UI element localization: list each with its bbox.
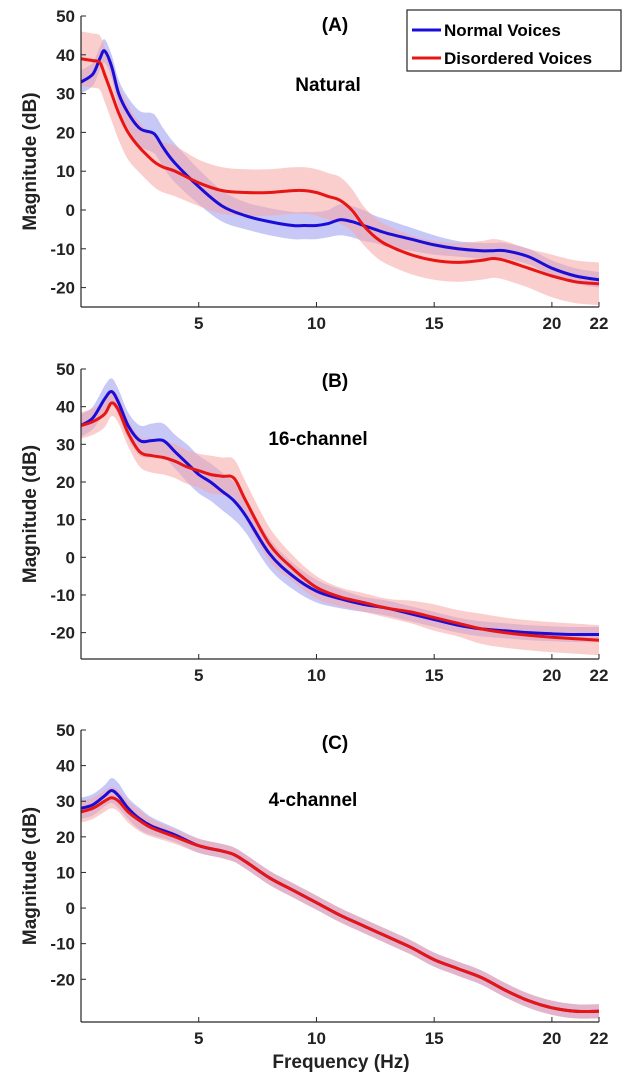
disordered-voices-line (81, 401, 599, 642)
x-tick-label: 10 (307, 314, 326, 333)
x-tick-label: 20 (542, 666, 561, 685)
legend-label: Disordered Voices (444, 49, 592, 68)
y-tick-label: 50 (56, 721, 75, 740)
x-tick-label: 5 (194, 314, 203, 333)
legend: Normal Voices Disordered Voices (406, 9, 622, 72)
y-tick-label: 20 (56, 473, 75, 492)
x-tick-label: 20 (542, 1029, 561, 1048)
panel-label: (A) (322, 15, 348, 36)
panel-label: (C) (322, 733, 348, 754)
x-tick-label: 22 (590, 666, 609, 685)
legend-label: Normal Voices (444, 21, 561, 40)
x-tick-label: 15 (425, 314, 444, 333)
x-tick-label: 5 (194, 666, 203, 685)
panel-a: -20 -10 0 10 20 30 40 50 5 10 15 20 22 Magnitude (dB)… (20, 7, 608, 333)
y-tick-label: -10 (50, 240, 75, 259)
y-tick-label: 40 (56, 46, 75, 65)
y-tick-label: 50 (56, 7, 75, 26)
x-tick-label: 5 (194, 1029, 203, 1048)
plot-area (81, 778, 599, 1019)
panel-subtitle: Natural (295, 75, 360, 96)
x-tick-label: 20 (542, 314, 561, 333)
x-tick-label: 22 (590, 1029, 609, 1048)
y-tick-label: 30 (56, 435, 75, 454)
y-tick-label: -20 (50, 624, 75, 643)
panel-c: -20 -10 0 10 20 30 40 50 5 10 15 20 22 Magnitude (dB)… (20, 721, 608, 1048)
y-tick-label: 20 (56, 828, 75, 847)
panel-subtitle: 16-channel (268, 429, 367, 450)
disordered-voices-band (81, 389, 599, 656)
x-axis-title: Frequency (Hz) (272, 1052, 409, 1073)
disordered-voices-band (81, 787, 599, 1019)
disordered-voices-band (81, 31, 599, 306)
y-tick-label: 10 (56, 863, 75, 882)
disordered-voices-line (81, 57, 599, 286)
y-tick-label: 40 (56, 757, 75, 776)
legend-box (406, 9, 622, 72)
y-tick-label: 10 (56, 162, 75, 181)
plot-area (81, 378, 599, 656)
y-tick-label: 30 (56, 792, 75, 811)
normal-voices-band (81, 778, 599, 1019)
y-tick-label: 10 (56, 511, 75, 530)
y-tick-label: 0 (66, 548, 75, 567)
disordered-voices-line (81, 796, 599, 1014)
y-tick-label: -20 (50, 279, 75, 298)
y-axis-title: Magnitude (dB) (20, 445, 41, 583)
y-tick-label: 20 (56, 123, 75, 142)
y-tick-label: 50 (56, 360, 75, 379)
x-tick-label: 15 (425, 1029, 444, 1048)
panel-label: (B) (322, 371, 348, 392)
x-tick-label: 10 (307, 1029, 326, 1048)
y-tick-label: 0 (66, 899, 75, 918)
panel-subtitle: 4-channel (269, 790, 358, 811)
y-tick-label: 0 (66, 201, 75, 220)
panel-b: -20 -10 0 10 20 30 40 50 5 10 15 20 22 Magnitude (dB)… (20, 360, 608, 685)
y-axis-title: Magnitude (dB) (20, 807, 41, 945)
y-tick-label: -20 (50, 970, 75, 989)
y-tick-label: 40 (56, 398, 75, 417)
y-tick-label: -10 (50, 586, 75, 605)
normal-voices-line (81, 49, 599, 282)
x-tick-label: 22 (590, 314, 609, 333)
x-tick-label: 10 (307, 666, 326, 685)
x-tick-label: 15 (425, 666, 444, 685)
y-tick-label: 30 (56, 85, 75, 104)
plot-area (81, 31, 599, 306)
y-tick-label: -10 (50, 935, 75, 954)
y-axis-title: Magnitude (dB) (20, 92, 41, 230)
